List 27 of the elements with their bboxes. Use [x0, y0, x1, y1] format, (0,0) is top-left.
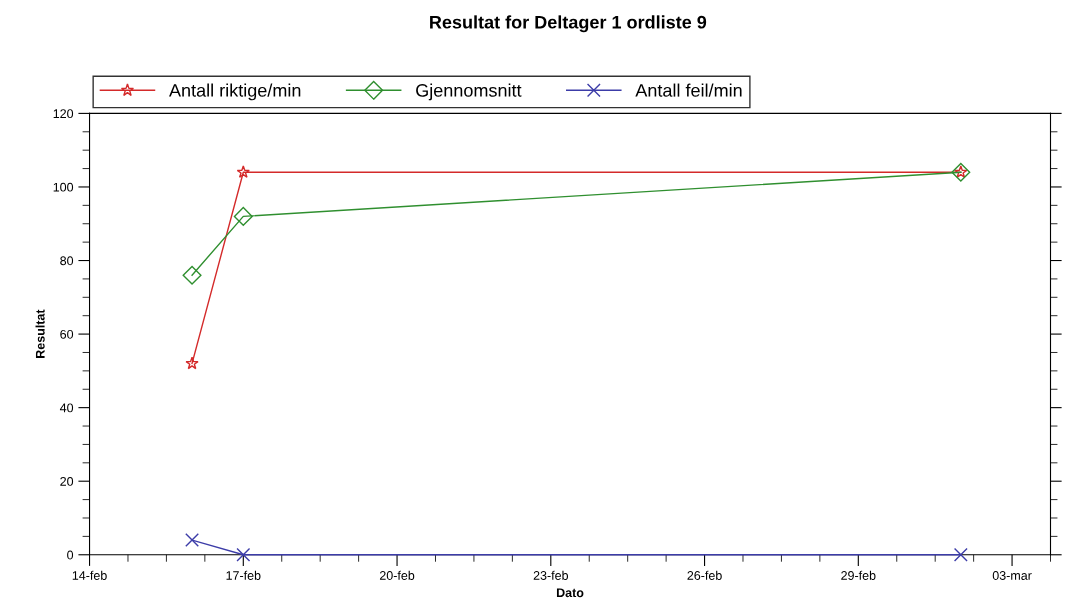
point [233, 206, 253, 226]
y-tick-label: 60 [60, 329, 74, 339]
x-tick-label: 14-feb [72, 570, 107, 580]
point [185, 533, 199, 547]
x-tick-label: 26-feb [687, 570, 722, 580]
y-axis-title: Resultat [35, 309, 45, 358]
x-tick-label: 20-feb [379, 570, 415, 580]
y-tick-label: 40 [59, 403, 74, 413]
legend-label: Antall feil/min [635, 83, 742, 97]
y-tick-label: 0 [67, 550, 74, 560]
x-axis-title: Dato [556, 588, 584, 598]
y-tick-label: 100 [53, 182, 74, 192]
y-tick-label: 120 [53, 109, 74, 119]
x-tick-label: 17-feb [226, 570, 261, 580]
point [236, 165, 250, 179]
legend-label: Antall riktige/min [169, 83, 301, 101]
x-tick-label: 23-feb [533, 570, 568, 580]
point [182, 265, 202, 285]
x-tick-label: 03-mar [992, 571, 1032, 580]
point [953, 547, 968, 562]
point [236, 547, 251, 562]
point [185, 356, 199, 370]
y-tick-label: 80 [60, 256, 74, 266]
legend-label: Gjennomsnitt [416, 83, 522, 101]
y-tick-label: 20 [60, 477, 74, 486]
x-tick-label: 29-feb [841, 570, 876, 580]
chart-title: Resultat for Deltager 1 ordliste 9 [430, 15, 707, 33]
